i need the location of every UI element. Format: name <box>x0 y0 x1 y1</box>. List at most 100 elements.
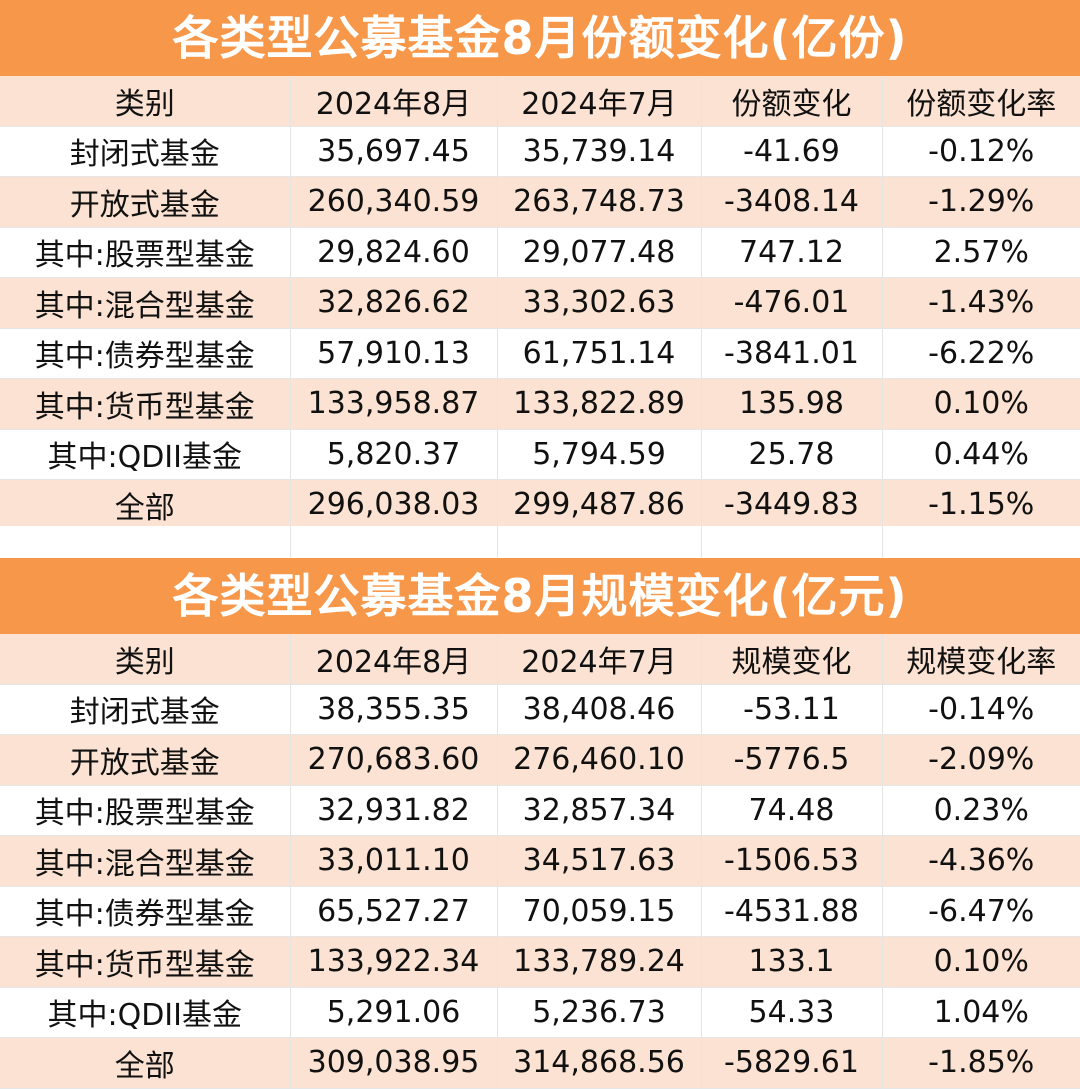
cell-aug-2024: 38,355.35 <box>290 684 498 735</box>
cell-category: 封闭式基金 <box>0 126 291 177</box>
cell-aug-2024: 5,291.06 <box>290 987 498 1038</box>
cell-category: 开放式基金 <box>0 176 291 228</box>
cell-jul-2024: 34,517.63 <box>497 835 702 887</box>
cell-change-rate: -0.12% <box>882 126 1080 177</box>
cell-aug-2024: 32,931.82 <box>290 785 498 836</box>
column-header-category: 类别 <box>0 634 291 685</box>
table-row: 其中:债券型基金 57,910.13 61,751.14 -3841.01 -6.22% <box>0 328 1080 379</box>
table-row: 其中:股票型基金 32,931.82 32,857.34 74.48 0.23% <box>0 785 1080 836</box>
header-row: 类别 2024年8月 2024年7月 规模变化 规模变化率 <box>0 634 1080 685</box>
share-table-title: 各类型公募基金8月份额变化(亿份) <box>0 0 1080 76</box>
cell-category: 封闭式基金 <box>0 684 291 735</box>
cell-jul-2024: 314,868.56 <box>497 1037 702 1089</box>
cell-aug-2024: 32,826.62 <box>290 277 498 329</box>
cell-change-rate: 1.04% <box>882 987 1080 1038</box>
cell-change: -3449.83 <box>701 479 883 531</box>
cell-change-rate: -6.22% <box>882 328 1080 379</box>
cell-jul-2024: 32,857.34 <box>497 785 702 836</box>
table-row: 其中:混合型基金 32,826.62 33,302.63 -476.01 -1.43% <box>0 277 1080 329</box>
table-row: 开放式基金 260,340.59 263,748.73 -3408.14 -1.29% <box>0 176 1080 228</box>
cell-aug-2024: 270,683.60 <box>290 734 498 786</box>
header-row: 类别 2024年8月 2024年7月 份额变化 份额变化率 <box>0 76 1080 127</box>
cell-change: -5829.61 <box>701 1037 883 1089</box>
cell-change-rate: 0.23% <box>882 785 1080 836</box>
cell-category: 其中:股票型基金 <box>0 227 291 278</box>
cell-category: 其中:QDII基金 <box>0 987 291 1038</box>
cell-aug-2024: 35,697.45 <box>290 126 498 177</box>
cell-aug-2024: 296,038.03 <box>290 479 498 531</box>
table-row: 封闭式基金 38,355.35 38,408.46 -53.11 -0.14% <box>0 684 1080 735</box>
cell-change-rate: -1.29% <box>882 176 1080 228</box>
cell-category: 全部 <box>0 1037 291 1089</box>
cell-change: -41.69 <box>701 126 883 177</box>
cell-change-rate: -1.43% <box>882 277 1080 329</box>
column-header-change: 份额变化 <box>701 76 883 127</box>
cell-aug-2024: 133,958.87 <box>290 378 498 430</box>
column-header-change-rate: 份额变化率 <box>882 76 1080 127</box>
cell-change: 133.1 <box>701 936 883 988</box>
cell-category: 开放式基金 <box>0 734 291 786</box>
cell-change: -53.11 <box>701 684 883 735</box>
cell-aug-2024: 29,824.60 <box>290 227 498 278</box>
cell-change-rate: 0.44% <box>882 429 1080 480</box>
cell-change-rate: 0.10% <box>882 936 1080 988</box>
cell-change: 54.33 <box>701 987 883 1038</box>
cell-aug-2024: 5,820.37 <box>290 429 498 480</box>
table-row: 其中:债券型基金 65,527.27 70,059.15 -4531.88 -6.47% <box>0 886 1080 937</box>
table-row: 其中:货币型基金 133,958.87 133,822.89 135.98 0.10% <box>0 378 1080 430</box>
cell-category: 其中:QDII基金 <box>0 429 291 480</box>
cell-change-rate: -6.47% <box>882 886 1080 937</box>
column-header-aug-2024: 2024年8月 <box>290 634 498 685</box>
table-row: 其中:混合型基金 33,011.10 34,517.63 -1506.53 -4.36% <box>0 835 1080 887</box>
cell-jul-2024: 133,822.89 <box>497 378 702 430</box>
cell-aug-2024: 309,038.95 <box>290 1037 498 1089</box>
cell-change: 135.98 <box>701 378 883 430</box>
cell-category: 其中:混合型基金 <box>0 277 291 329</box>
cell-aug-2024: 33,011.10 <box>290 835 498 887</box>
cell-change: -5776.5 <box>701 734 883 786</box>
cell-jul-2024: 61,751.14 <box>497 328 702 379</box>
column-header-change: 规模变化 <box>701 634 883 685</box>
table-row: 其中:股票型基金 29,824.60 29,077.48 747.12 2.57% <box>0 227 1080 278</box>
cell-change-rate: 2.57% <box>882 227 1080 278</box>
cell-change-rate: -1.85% <box>882 1037 1080 1089</box>
cell-jul-2024: 38,408.46 <box>497 684 702 735</box>
cell-aug-2024: 260,340.59 <box>290 176 498 228</box>
cell-jul-2024: 33,302.63 <box>497 277 702 329</box>
cell-change: 74.48 <box>701 785 883 836</box>
cell-change: -3408.14 <box>701 176 883 228</box>
cell-jul-2024: 5,236.73 <box>497 987 702 1038</box>
cell-jul-2024: 29,077.48 <box>497 227 702 278</box>
table-row: 其中:QDII基金 5,820.37 5,794.59 25.78 0.44% <box>0 429 1080 480</box>
column-header-jul-2024: 2024年7月 <box>497 76 702 127</box>
cell-jul-2024: 70,059.15 <box>497 886 702 937</box>
cell-change: -3841.01 <box>701 328 883 379</box>
cell-category: 全部 <box>0 479 291 531</box>
cell-category: 其中:货币型基金 <box>0 936 291 988</box>
cell-aug-2024: 65,527.27 <box>290 886 498 937</box>
scale-change-section: 各类型公募基金8月规模变化(亿元) 类别 2024年8月 2024年7月 规模变化 规模… <box>0 558 1080 1089</box>
cell-category: 其中:混合型基金 <box>0 835 291 887</box>
cell-change: 747.12 <box>701 227 883 278</box>
section-spacer <box>0 526 1080 558</box>
cell-change-rate: -4.36% <box>882 835 1080 887</box>
cell-change-rate: -2.09% <box>882 734 1080 786</box>
cell-jul-2024: 5,794.59 <box>497 429 702 480</box>
column-header-category: 类别 <box>0 76 291 127</box>
table-row: 全部 309,038.95 314,868.56 -5829.61 -1.85% <box>0 1037 1080 1089</box>
cell-change: -1506.53 <box>701 835 883 887</box>
column-header-aug-2024: 2024年8月 <box>290 76 498 127</box>
table-row: 开放式基金 270,683.60 276,460.10 -5776.5 -2.09% <box>0 734 1080 786</box>
cell-category: 其中:货币型基金 <box>0 378 291 430</box>
share-change-table: 类别 2024年8月 2024年7月 份额变化 份额变化率 封闭式基金 35,697.45 3… <box>0 76 1080 531</box>
cell-aug-2024: 57,910.13 <box>290 328 498 379</box>
cell-category: 其中:债券型基金 <box>0 328 291 379</box>
cell-change-rate: 0.10% <box>882 378 1080 430</box>
cell-jul-2024: 133,789.24 <box>497 936 702 988</box>
cell-jul-2024: 276,460.10 <box>497 734 702 786</box>
column-header-change-rate: 规模变化率 <box>882 634 1080 685</box>
table-row: 全部 296,038.03 299,487.86 -3449.83 -1.15% <box>0 479 1080 531</box>
scale-table-title: 各类型公募基金8月规模变化(亿元) <box>0 558 1080 634</box>
cell-change: -476.01 <box>701 277 883 329</box>
cell-category: 其中:股票型基金 <box>0 785 291 836</box>
